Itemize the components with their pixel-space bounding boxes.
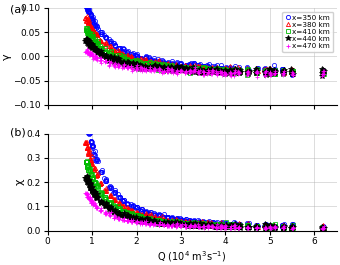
Legend: x=350 km, x=380 km, x=410 km, x=440 km, x=470 km: x=350 km, x=380 km, x=410 km, x=440 km, … [282, 12, 333, 52]
Text: (b): (b) [10, 128, 26, 138]
Text: (a): (a) [10, 4, 26, 14]
Y-axis label: γ: γ [2, 53, 12, 60]
Y-axis label: χ: χ [15, 179, 25, 185]
X-axis label: Q (10$^4$ m$^3$s$^{-1}$): Q (10$^4$ m$^3$s$^{-1}$) [157, 249, 227, 264]
